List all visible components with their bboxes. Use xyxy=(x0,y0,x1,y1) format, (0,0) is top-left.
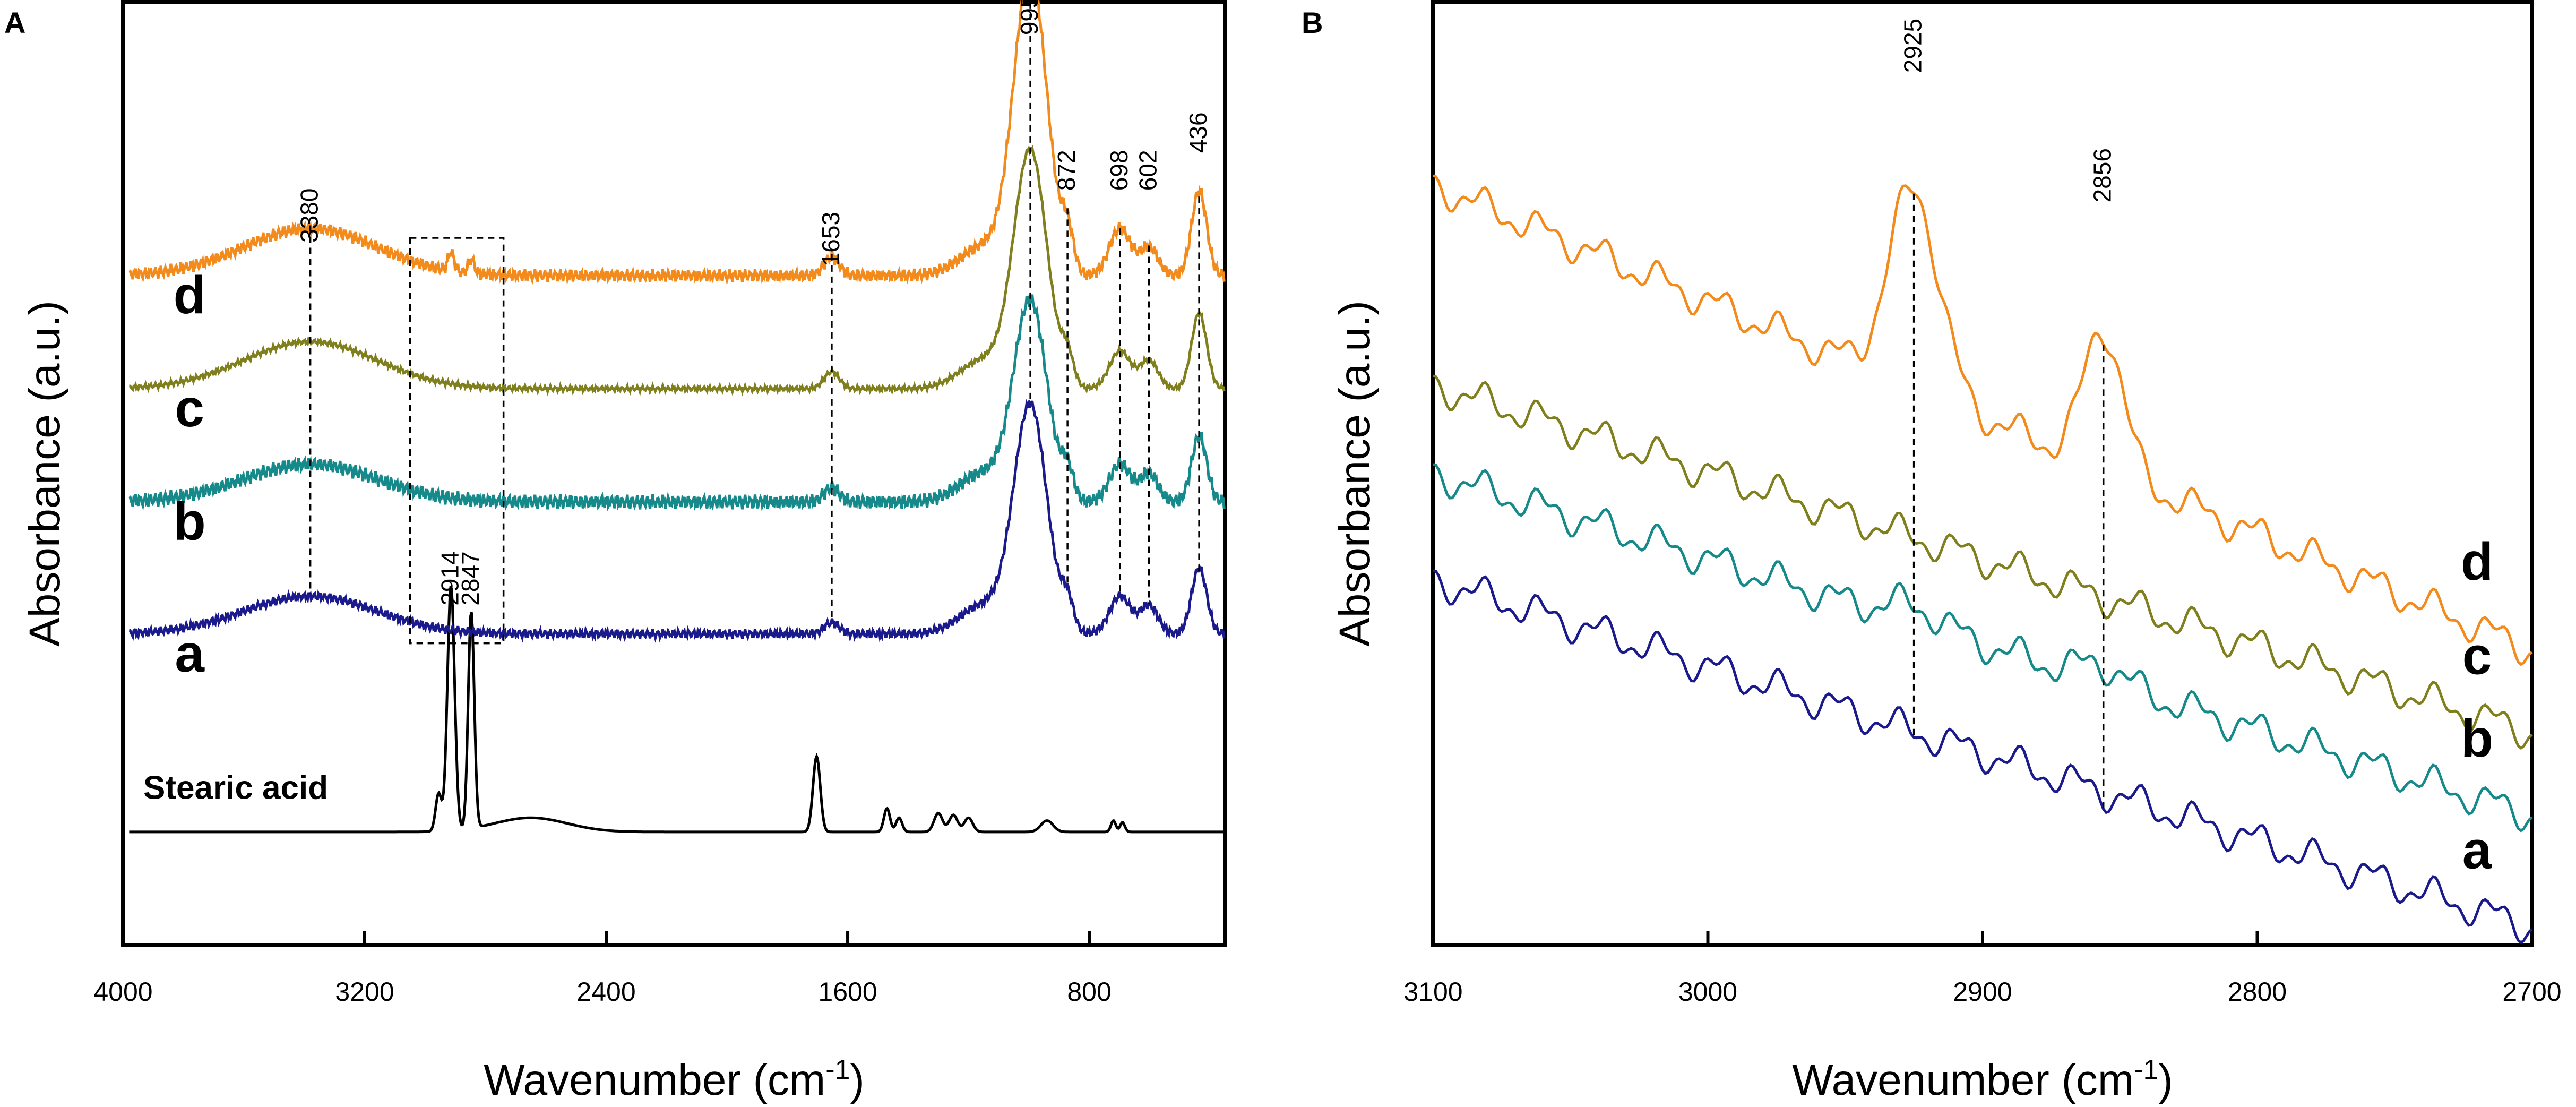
series-line-a xyxy=(128,398,1226,643)
peak-value-label: 1653 xyxy=(817,212,845,266)
x-tick-label: 3000 xyxy=(1678,977,1737,1007)
curve-label-c: c xyxy=(175,379,204,438)
x-tick-label: 3100 xyxy=(1403,977,1462,1007)
series-line-b xyxy=(128,294,1226,512)
x-tick-label: 2400 xyxy=(576,977,635,1007)
x-tick-label: 2800 xyxy=(2228,977,2287,1007)
peak-value-label: 2856 xyxy=(2089,148,2116,202)
y-axis-label: Absorbance (a.u.) xyxy=(21,301,69,647)
series-line-b xyxy=(1433,462,2533,833)
x-tick-label: 3200 xyxy=(335,977,394,1007)
plot-frame xyxy=(1431,0,2534,947)
panel-label-b: B xyxy=(1302,6,1323,39)
series-line-a xyxy=(1433,569,2533,945)
series-line-c xyxy=(128,144,1226,397)
highlight-box xyxy=(409,237,505,645)
series-line-stearic-acid xyxy=(129,586,1225,834)
series-line-c xyxy=(1433,374,2533,750)
curve-label-a: a xyxy=(175,624,205,683)
plot-frame xyxy=(121,0,1227,947)
x-tick-label: 1600 xyxy=(818,977,877,1007)
panel-b: 3100 3000 2900 2800 2700 Wavenumber (cm-1) Abs… xyxy=(1331,0,2562,1104)
curve-label-d: d xyxy=(2461,532,2493,591)
x-tick-label: 800 xyxy=(1067,977,1111,1007)
panel-a: 4000 3200 2400 1600 800 Wavenumber (cm-1) Abso… xyxy=(21,0,1227,1104)
x-tick-label: 2900 xyxy=(1953,977,2012,1007)
curve-label-b: b xyxy=(174,492,206,551)
x-tick-label: 2700 xyxy=(2502,977,2561,1007)
stearic-acid-label: Stearic acid xyxy=(143,770,328,806)
peak-value-label: 995 xyxy=(1015,0,1043,35)
peak-value-label: 698 xyxy=(1105,150,1133,191)
peak-value-label: 872 xyxy=(1053,150,1080,191)
curve-label-c: c xyxy=(2462,626,2492,685)
x-tick-label: 4000 xyxy=(93,977,152,1007)
curve-label-b: b xyxy=(2461,709,2493,768)
x-axis-label: Wavenumber (cm-1) xyxy=(1792,1054,2173,1104)
curve-label-a: a xyxy=(2462,821,2493,880)
peak-value-label: 436 xyxy=(1184,112,1212,153)
peak-value-label: 602 xyxy=(1134,150,1162,191)
y-axis-label: Absorbance (a.u.) xyxy=(1331,301,1379,647)
series-line-d xyxy=(1432,174,2533,666)
peak-value-label: 2847 xyxy=(456,551,484,605)
x-axis-label: Wavenumber (cm-1) xyxy=(484,1054,865,1104)
peak-value-label: 2914 xyxy=(436,551,464,605)
peak-value-label: 2925 xyxy=(1899,19,1927,73)
panel-label-a: A xyxy=(4,6,25,39)
curve-label-d: d xyxy=(174,265,206,325)
series-line-d xyxy=(128,0,1226,286)
peak-value-label: 3380 xyxy=(296,188,323,243)
